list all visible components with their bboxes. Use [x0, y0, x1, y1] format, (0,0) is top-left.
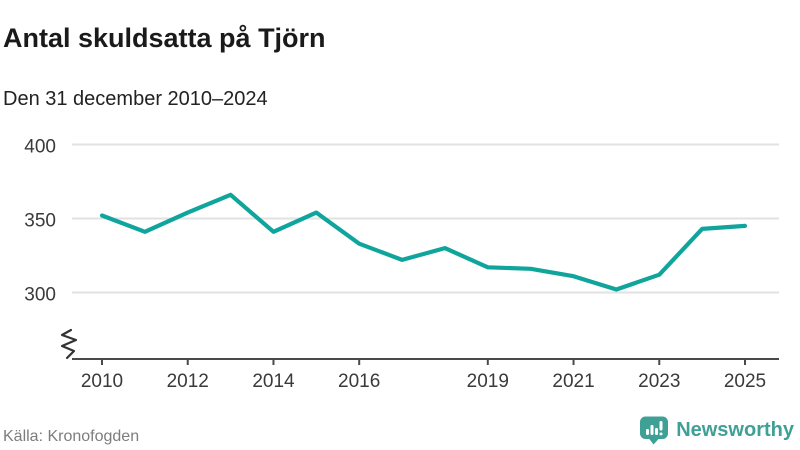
x-tick-label-2025: 2025: [724, 371, 766, 392]
logo-bubble-tail: [648, 438, 660, 445]
x-tick-label-2012: 2012: [167, 371, 209, 392]
logo-bar-2: [650, 425, 654, 435]
y-tick-label-350: 350: [24, 211, 56, 232]
logo-exclamation-stem: [659, 421, 663, 431]
newsworthy-logo-text: Newsworthy: [676, 419, 794, 441]
y-tick-label-400: 400: [24, 137, 56, 158]
logo-bar-3: [655, 428, 659, 435]
x-tick-label-2023: 2023: [638, 371, 680, 392]
chart-title: Antal skuldsatta på Tjörn: [3, 23, 326, 54]
x-tick-label-2016: 2016: [338, 371, 380, 392]
x-tick-label-2021: 2021: [552, 371, 594, 392]
x-tick-label-2010: 2010: [81, 371, 123, 392]
logo-bubble: [640, 416, 669, 439]
x-tick-label-2019: 2019: [467, 371, 509, 392]
y-tick-label-300: 300: [24, 285, 56, 306]
logo-exclamation-dot: [659, 432, 663, 436]
series-line-antal-skuldsatta: [99, 192, 748, 292]
newsworthy-logo-icon: [640, 416, 669, 445]
logo-bar-1: [646, 429, 650, 435]
newsworthy-logo[interactable]: Newsworthy: [639, 416, 794, 445]
x-tick-label-2014: 2014: [252, 371, 295, 392]
chart-subtitle: Den 31 december 2010–2024: [3, 88, 268, 110]
axis-break-squiggle: [60, 328, 78, 360]
source-label: Källa: Kronofogden: [3, 428, 140, 445]
